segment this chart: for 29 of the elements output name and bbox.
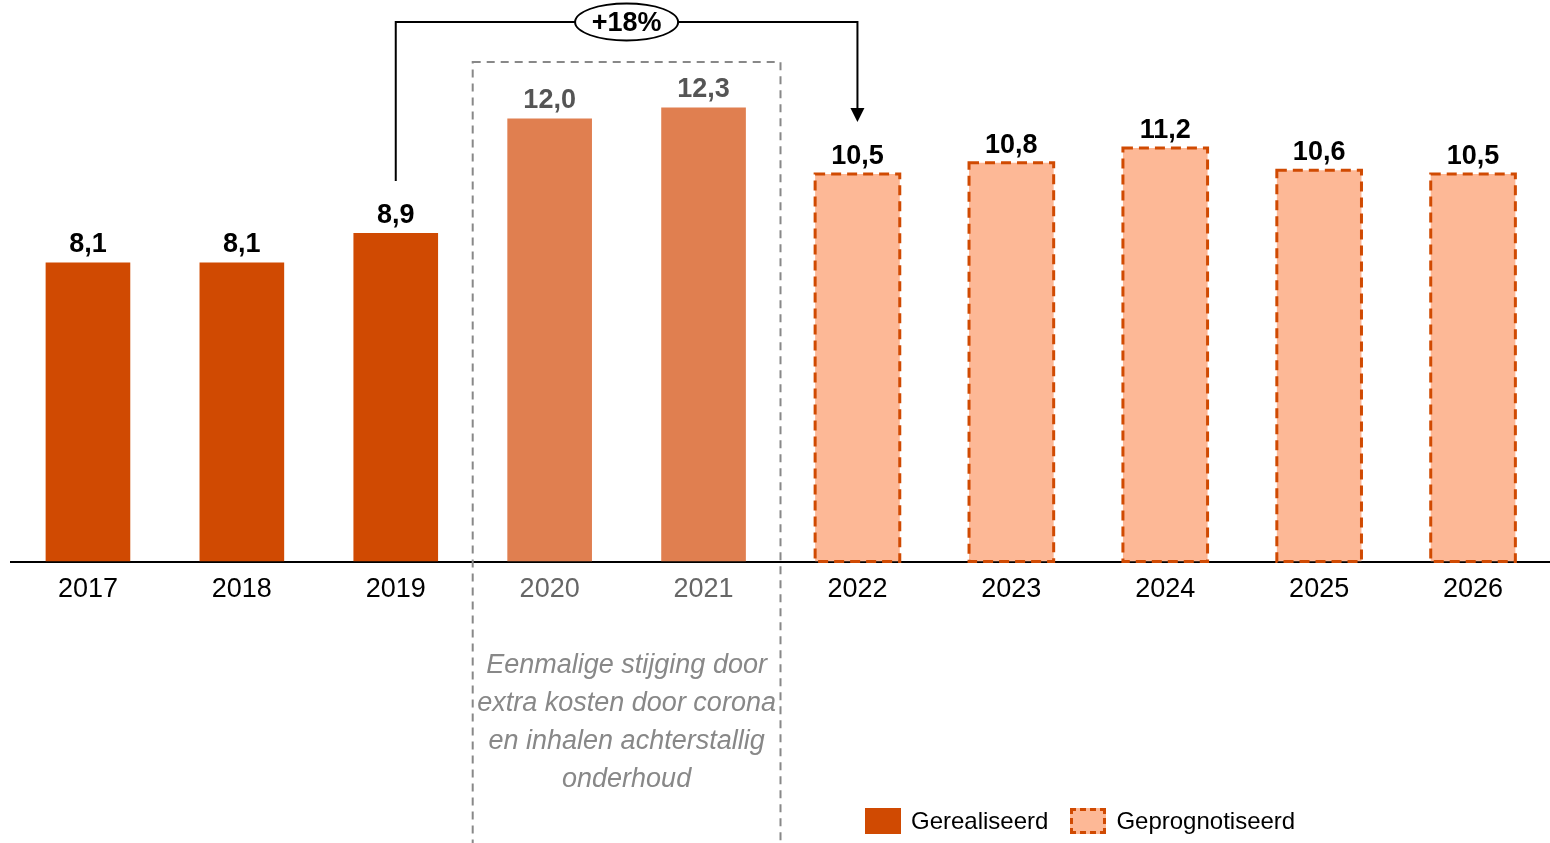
data-label: 8,1 bbox=[223, 228, 261, 259]
bar bbox=[199, 262, 285, 562]
x-tick-label: 2025 bbox=[1289, 573, 1350, 604]
data-label: 10,5 bbox=[831, 139, 884, 170]
x-tick-label: 2020 bbox=[519, 573, 580, 604]
bar bbox=[45, 262, 131, 562]
x-tick-label: 2017 bbox=[57, 573, 118, 604]
bar bbox=[507, 118, 592, 562]
x-tick-label: 2024 bbox=[1135, 573, 1196, 604]
x-tick-label: 2021 bbox=[673, 573, 734, 604]
x-tick-label: 2026 bbox=[1443, 573, 1504, 604]
data-label: 10,6 bbox=[1292, 136, 1346, 167]
legend-label: Geprognotiseerd bbox=[1116, 807, 1296, 835]
data-label: 12,0 bbox=[523, 84, 576, 115]
text: +18% bbox=[573, 2, 680, 42]
x-tick-label: 2022 bbox=[827, 573, 888, 604]
x-tick-label: 2023 bbox=[981, 573, 1042, 604]
data-label: 8,9 bbox=[376, 198, 415, 229]
data-label: 11,2 bbox=[1139, 113, 1191, 144]
data-label: 10,5 bbox=[1446, 139, 1500, 170]
x-tick-label: 2019 bbox=[365, 573, 426, 604]
x-tick-label: 2018 bbox=[211, 573, 272, 604]
data-label: 8,1 bbox=[69, 228, 107, 259]
bar bbox=[353, 232, 439, 562]
data-label: 10,8 bbox=[985, 128, 1038, 159]
data-label: 12,3 bbox=[677, 73, 730, 104]
bar bbox=[661, 107, 746, 562]
text: Eenmalige stijging door extra kosten door corona en inhalen achterstallig onderhoud bbox=[476, 648, 777, 795]
legend-label: Gerealiseerd bbox=[911, 807, 1049, 835]
